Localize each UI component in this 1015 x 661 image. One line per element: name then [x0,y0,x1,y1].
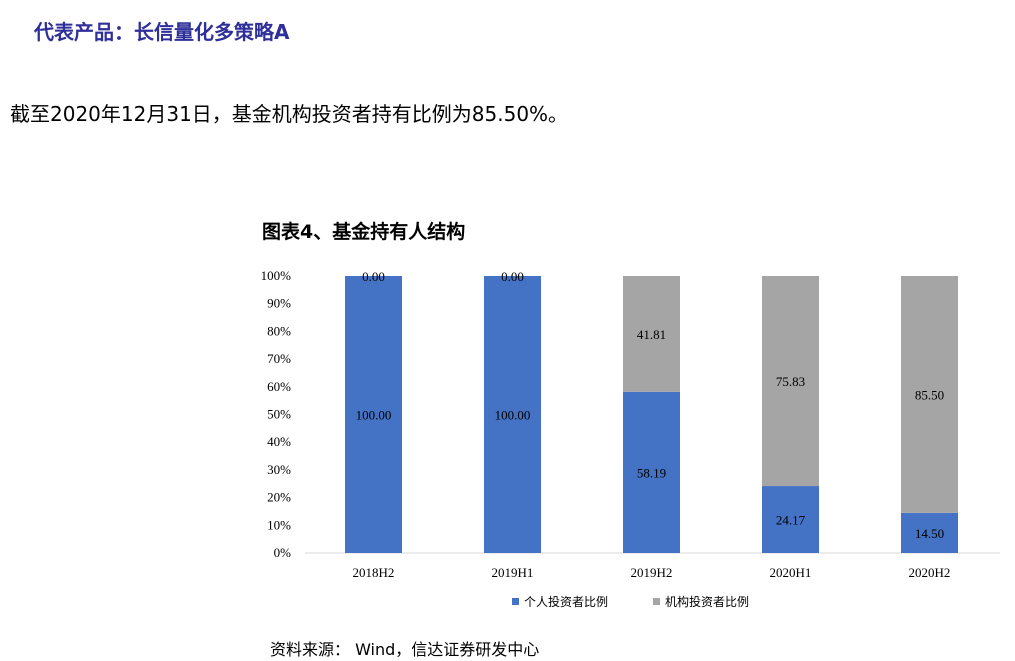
bar-segment [762,486,819,553]
legend-swatch [512,598,519,605]
y-tick-label: 100% [261,268,292,283]
bar-segment [762,276,819,487]
bar-segment [623,391,680,553]
data-labels: 100.00 0.00 100.00 0.00 58.19 41.81 24.17 75.83… [356,269,945,541]
y-tick-label: 40% [267,434,291,449]
x-tick-labels: 2018H2 2019H1 2019H2 2020H1 2020H2 [353,565,951,580]
y-tick-label: 0% [274,545,292,560]
data-label: 58.19 [637,465,666,480]
data-label: 75.83 [776,374,805,389]
y-tick-label: 60% [267,379,291,394]
y-tick-label: 90% [267,296,291,311]
bar-segment [901,276,958,513]
data-label: 85.50 [915,387,944,402]
legend: 个人投资者比例 机构投资者比例 [512,594,749,609]
y-tick-label: 70% [267,351,291,366]
y-tick-label: 30% [267,462,291,477]
x-tick-label: 2019H2 [631,565,673,580]
chart-title: 图表4、基金持有人结构 [262,221,466,243]
source-note: 资料来源： Wind，信达证券研发中心 [270,640,540,659]
x-tick-label: 2019H1 [492,565,534,580]
data-label: 14.50 [915,526,944,541]
data-label: 0.00 [362,269,385,284]
data-label: 100.00 [495,408,531,423]
y-tick-label: 50% [267,407,291,422]
legend-label: 机构投资者比例 [665,594,749,609]
x-tick-label: 2018H2 [353,565,395,580]
y-tick-label: 20% [267,490,291,505]
bar-segment [484,276,541,553]
bars [345,276,958,553]
bar-segment [623,276,680,392]
bar-segment [901,512,958,553]
x-tick-label: 2020H2 [909,565,951,580]
data-label: 41.81 [637,327,666,342]
bar-segment [345,276,402,553]
product-heading: 代表产品：长信量化多策略A [34,20,290,44]
holding-summary: 截至2020年12月31日，基金机构投资者持有比例为85.50%。 [10,102,569,126]
x-tick-label: 2020H1 [770,565,812,580]
data-label: 0.00 [501,269,524,284]
y-tick-label: 80% [267,323,291,338]
y-tick-label: 10% [267,517,291,532]
data-label: 100.00 [356,408,392,423]
y-tick-labels: 0% 10% 20% 30% 40% 50% 60% 70% 80% 90% 100% [261,268,292,560]
legend-swatch [653,598,660,605]
data-label: 24.17 [776,513,806,528]
legend-label: 个人投资者比例 [524,594,608,609]
